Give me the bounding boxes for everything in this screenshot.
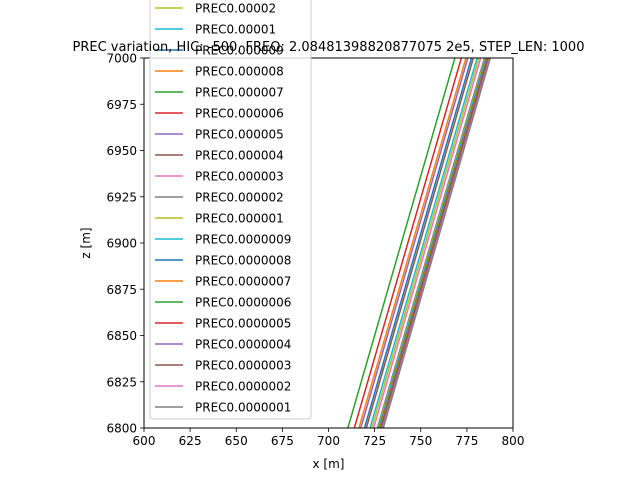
y-tick-label: 6850	[106, 329, 137, 343]
x-tick-label: 775	[455, 434, 478, 448]
x-tick-label: 600	[133, 434, 156, 448]
legend-label: PREC0.000002	[195, 191, 284, 205]
y-tick-label: 6925	[106, 190, 137, 204]
y-tick-label: 6950	[106, 144, 137, 158]
x-tick-label: 675	[271, 434, 294, 448]
x-axis-ticks: 600 625 650 675 700 725 750 775 800	[133, 428, 525, 448]
legend-label: PREC0.0000007	[195, 275, 291, 289]
legend-label: PREC0.000001	[195, 212, 284, 226]
y-tick-label: 6800	[106, 422, 137, 436]
legend-box	[149, 0, 312, 420]
y-tick-label: 6900	[106, 237, 137, 251]
series-line	[360, 58, 469, 428]
legend-label: PREC0.000007	[195, 86, 284, 100]
x-tick-label: 725	[363, 434, 386, 448]
legend-label: PREC0.00001	[195, 23, 276, 37]
x-tick-label: 650	[225, 434, 248, 448]
y-tick-label: 6875	[106, 283, 137, 297]
legend-label: PREC0.0000005	[195, 317, 291, 331]
legend: PREC0.00002 PREC0.00001 PREC0.000009 PREC0.…	[149, 0, 312, 420]
y-tick-label: 6975	[106, 98, 137, 112]
series-line	[363, 58, 473, 428]
series-line	[382, 58, 492, 428]
legend-label: PREC0.000009	[195, 44, 284, 58]
legend-label: PREC0.000005	[195, 128, 284, 142]
legend-label: PREC0.0000004	[195, 338, 291, 352]
y-axis-label: z [m]	[79, 227, 93, 258]
chart-title: PREC variation, HIC: -500, FREQ: 2.08481…	[73, 40, 585, 55]
x-axis-label: x [m]	[313, 457, 345, 471]
series-line	[358, 58, 467, 428]
legend-label: PREC0.0000003	[195, 359, 291, 373]
x-tick-label: 625	[179, 434, 202, 448]
legend-label: PREC0.000006	[195, 107, 284, 121]
y-tick-label: 7000	[106, 52, 137, 66]
legend-label: PREC0.000004	[195, 149, 284, 163]
series-line	[347, 58, 456, 428]
y-tick-label: 6825	[106, 375, 137, 389]
series-lines	[347, 58, 492, 428]
series-line	[371, 58, 480, 428]
legend-label: PREC0.000008	[195, 65, 284, 79]
series-line	[353, 58, 463, 428]
x-tick-label: 700	[317, 434, 340, 448]
legend-label: PREC0.0000008	[195, 254, 291, 268]
series-line	[369, 58, 478, 428]
legend-label: PREC0.0000001	[195, 401, 291, 415]
series-line	[372, 58, 482, 428]
legend-label: PREC0.000003	[195, 170, 284, 184]
x-tick-label: 750	[409, 434, 432, 448]
legend-label: PREC0.00002	[195, 2, 276, 16]
x-tick-label: 800	[502, 434, 525, 448]
y-axis-ticks: 6800 6825 6850 6875 6900 6925 6950 6975 7000	[106, 52, 144, 436]
series-line	[365, 58, 475, 428]
legend-label: PREC0.0000009	[195, 233, 291, 247]
legend-label: PREC0.0000002	[195, 380, 291, 394]
series-line	[376, 58, 486, 428]
legend-label: PREC0.0000006	[195, 296, 291, 310]
